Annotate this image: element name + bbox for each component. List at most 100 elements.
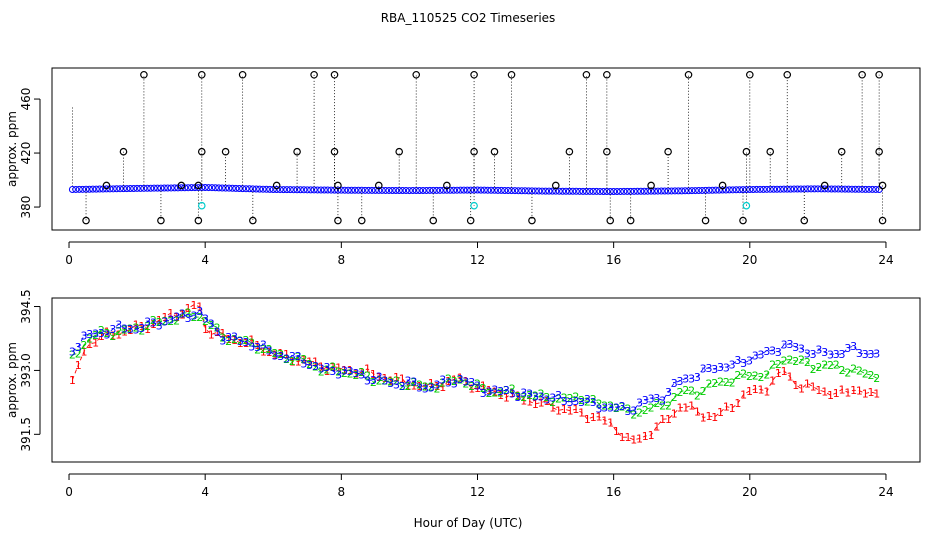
series-2-marker: 2 bbox=[231, 333, 238, 346]
y-tick-label: 380 bbox=[19, 196, 33, 219]
low-spike-point bbox=[606, 216, 615, 225]
series-3-marker: 3 bbox=[439, 373, 446, 386]
baseline-point bbox=[382, 186, 390, 194]
baseline-point bbox=[307, 186, 315, 194]
series-3-marker: 3 bbox=[260, 338, 267, 351]
mid-spike-point bbox=[293, 147, 301, 156]
x-tick-label: 8 bbox=[338, 253, 346, 267]
baseline-point bbox=[137, 184, 145, 192]
series-2-marker: 2 bbox=[75, 347, 82, 360]
series-3-marker: 3 bbox=[433, 379, 440, 392]
series-2-marker: 2 bbox=[422, 380, 429, 393]
series-2-marker: 2 bbox=[80, 339, 87, 352]
baseline-point bbox=[290, 186, 298, 194]
high-spike-point bbox=[140, 70, 148, 79]
series-2-marker: 2 bbox=[659, 400, 666, 413]
series-1-marker: 1 bbox=[844, 386, 851, 399]
series-2-marker: 2 bbox=[833, 358, 840, 371]
baseline-point bbox=[671, 187, 679, 195]
baseline-point bbox=[171, 184, 179, 192]
baseline-point bbox=[218, 184, 226, 192]
baseline-point bbox=[729, 186, 737, 194]
baseline-point bbox=[89, 185, 97, 193]
baseline-point bbox=[845, 185, 853, 193]
series-2-marker: 2 bbox=[358, 366, 365, 379]
series-3-marker: 3 bbox=[202, 313, 209, 326]
series-3: 3333333333333333333333333333333333333333… bbox=[69, 305, 880, 418]
series-2-marker: 2 bbox=[341, 367, 348, 380]
series-1-marker: 1 bbox=[642, 430, 649, 443]
baseline-point bbox=[405, 187, 413, 195]
baseline-point bbox=[72, 185, 80, 193]
baseline-point bbox=[164, 184, 172, 192]
series-2-marker: 2 bbox=[619, 400, 626, 413]
series-2-marker: 2 bbox=[387, 376, 394, 389]
series-3-marker: 3 bbox=[462, 376, 469, 389]
baseline-point bbox=[732, 186, 740, 194]
baseline-point bbox=[113, 185, 121, 193]
baseline-point bbox=[463, 186, 471, 194]
series-2-marker: 2 bbox=[873, 372, 880, 385]
x-tick-label: 4 bbox=[201, 485, 209, 499]
series-2-marker: 2 bbox=[601, 400, 608, 413]
series-2-marker: 2 bbox=[810, 363, 817, 376]
elevated-point bbox=[374, 181, 383, 190]
series-2-marker: 2 bbox=[769, 359, 776, 372]
series-1-marker: 1 bbox=[86, 338, 93, 351]
low-spike-point bbox=[528, 216, 536, 225]
baseline-point bbox=[797, 185, 805, 193]
top-plot-frame bbox=[51, 67, 921, 231]
series-2-marker: 2 bbox=[433, 383, 440, 396]
series-1-marker: 1 bbox=[526, 395, 533, 408]
series-1-marker: 1 bbox=[497, 389, 504, 402]
x-tick-label: 12 bbox=[470, 253, 485, 267]
series-2-marker: 2 bbox=[300, 353, 307, 366]
series-3-marker: 3 bbox=[624, 405, 631, 418]
baseline-point bbox=[388, 186, 396, 194]
series-3-marker: 3 bbox=[445, 377, 452, 390]
series-3-marker: 3 bbox=[729, 359, 736, 372]
high-spike-point bbox=[470, 70, 478, 79]
series-3-marker: 3 bbox=[162, 316, 169, 329]
series-3-marker: 3 bbox=[491, 384, 498, 397]
series-1-marker: 1 bbox=[769, 374, 776, 387]
baseline-point bbox=[644, 187, 652, 195]
series-1-marker: 1 bbox=[243, 337, 250, 350]
baseline-point bbox=[314, 186, 322, 194]
baseline-point bbox=[834, 185, 842, 193]
baseline-point bbox=[599, 187, 607, 195]
series-1-marker: 1 bbox=[578, 406, 585, 419]
series-2-marker: 2 bbox=[827, 359, 834, 372]
series-1-marker: 1 bbox=[792, 379, 799, 392]
series-3-marker: 3 bbox=[781, 339, 788, 352]
elevated-point bbox=[647, 181, 655, 190]
mid-spike-point bbox=[197, 147, 206, 156]
series-2-marker: 2 bbox=[381, 375, 388, 388]
baseline-point bbox=[327, 186, 335, 194]
series-2-marker: 2 bbox=[867, 369, 874, 382]
series-3-marker: 3 bbox=[358, 368, 365, 381]
series-1-marker: 1 bbox=[376, 371, 383, 384]
series-3-marker: 3 bbox=[503, 384, 510, 397]
series-1-marker: 1 bbox=[133, 319, 140, 332]
series-1-marker: 1 bbox=[138, 320, 145, 333]
series-1-marker: 1 bbox=[815, 384, 822, 397]
x-tick-label: 16 bbox=[606, 253, 621, 267]
y-tick-label: 394.5 bbox=[19, 289, 33, 323]
series-2-marker: 2 bbox=[271, 347, 278, 360]
x-tick-label: 24 bbox=[878, 485, 893, 499]
series-3-marker: 3 bbox=[352, 367, 359, 380]
series-2-marker: 2 bbox=[144, 320, 151, 333]
low-spike-point bbox=[701, 216, 710, 225]
series-2-marker: 2 bbox=[642, 404, 649, 417]
series-1-marker: 1 bbox=[468, 383, 475, 396]
series-3-marker: 3 bbox=[133, 323, 140, 336]
x-tick-label: 16 bbox=[606, 485, 621, 499]
baseline-point bbox=[436, 186, 444, 194]
series-2-marker: 2 bbox=[405, 380, 412, 393]
series-3-marker: 3 bbox=[734, 354, 741, 367]
baseline-point bbox=[487, 186, 495, 194]
baseline-point bbox=[851, 185, 859, 193]
series-1-marker: 1 bbox=[677, 401, 684, 414]
series-3-marker: 3 bbox=[839, 348, 846, 361]
